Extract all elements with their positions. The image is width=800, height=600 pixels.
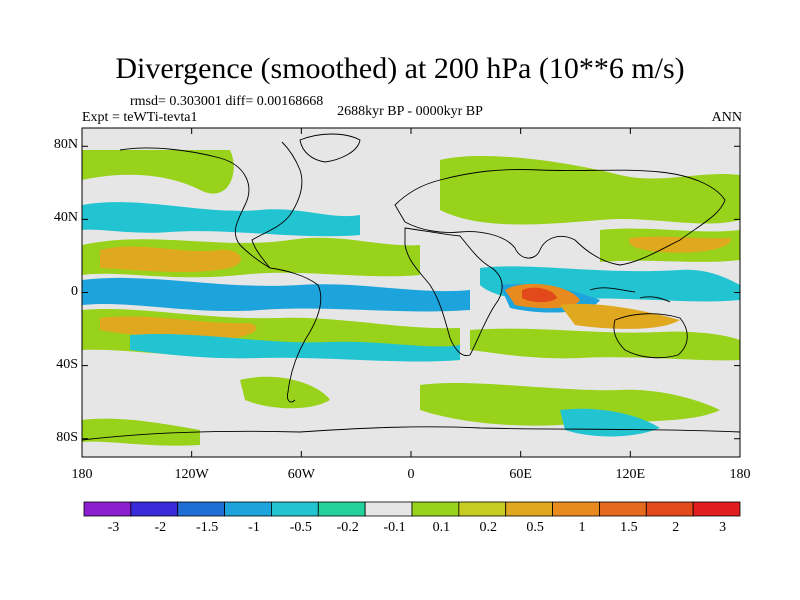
- colorbar-swatch: [177, 501, 225, 517]
- colorbar-label: 3: [719, 520, 727, 535]
- lat-tick-label: 80N: [53, 137, 78, 153]
- coastline-north-america: [119, 141, 303, 269]
- lat-tick-label: 40N: [53, 210, 78, 226]
- coastline-indonesia: [589, 287, 671, 303]
- colorbar-label: -3: [107, 520, 120, 535]
- lon-tick-label: 120E: [615, 467, 646, 482]
- contour-region: [82, 277, 470, 312]
- lon-tick-label: 0: [407, 467, 415, 482]
- lon-tick-label: 120W: [174, 467, 209, 482]
- coastline-greenland: [299, 133, 361, 163]
- coastlines: [82, 133, 740, 441]
- axis-ticks: [81, 128, 741, 457]
- stats-line: rmsd= 0.303001 diff= 0.00168668: [130, 94, 324, 109]
- coastline-australia: [613, 313, 688, 359]
- contour-region: [420, 383, 720, 426]
- coastline-europe-asia: [394, 169, 726, 266]
- contour-region: [240, 376, 330, 409]
- colorbar-swatch: [505, 501, 553, 517]
- contour-region: [82, 418, 200, 446]
- lat-tick-label: 80S: [56, 429, 78, 445]
- colorbar-swatch: [364, 501, 413, 517]
- colorbar-swatch: [599, 501, 647, 517]
- colorbar-label: 0.2: [479, 520, 498, 535]
- colorbar-label: 0.5: [526, 520, 544, 535]
- lat-tick-label: 0: [71, 283, 78, 299]
- colorbar-swatch: [645, 501, 694, 517]
- colorbar: [83, 501, 741, 517]
- coastline-antarctica: [82, 426, 740, 441]
- contour-region: [130, 333, 460, 362]
- colorbar-label: -1.5: [196, 520, 219, 535]
- colorbar-label: -2: [154, 520, 167, 535]
- chart-title: Divergence (smoothed) at 200 hPa (10**6 …: [115, 52, 685, 85]
- colorbar-swatch: [411, 501, 460, 517]
- colorbar-label: 0.1: [432, 520, 451, 535]
- experiment-line: Expt = teWTi-tevta1: [82, 110, 198, 125]
- colorbar-label: 2: [672, 520, 680, 535]
- contour-region: [100, 246, 241, 273]
- lon-tick-label: 60W: [287, 467, 315, 482]
- colorbar-swatch: [552, 501, 600, 517]
- contour-region: [470, 328, 740, 361]
- colorbar-label: 1: [578, 520, 586, 535]
- colorbar-swatch: [130, 501, 179, 517]
- lon-tick-label: 60E: [509, 467, 532, 482]
- colorbar-swatch: [692, 501, 741, 517]
- coastline-africa: [404, 227, 503, 357]
- colorbar-label: -0.5: [289, 520, 312, 535]
- colorbar-label: -0.1: [383, 520, 406, 535]
- colorbar-swatch: [224, 501, 272, 517]
- colorbar-swatch: [317, 501, 366, 517]
- colorbar-label: -0.2: [336, 520, 359, 535]
- period-line: 2688kyr BP - 0000kyr BP: [337, 104, 483, 119]
- contour-region: [560, 303, 680, 329]
- colorbar-swatch: [271, 501, 319, 517]
- colorbar-swatch: [83, 501, 132, 517]
- lon-tick-label: 180: [71, 467, 93, 482]
- colorbar-label: -1: [248, 520, 260, 535]
- lon-tick-label: 180: [729, 467, 751, 482]
- contour-region: [82, 150, 234, 194]
- colorbar-swatch: [458, 501, 507, 517]
- colorbar-label: 1.5: [620, 520, 638, 535]
- lat-tick-label: 40S: [56, 356, 78, 372]
- contour-region: [100, 316, 257, 341]
- contour-region: [440, 155, 740, 225]
- coastline-south-america: [269, 267, 322, 403]
- season-line: ANN: [711, 110, 742, 125]
- contour-region: [522, 287, 557, 303]
- contour-region: [629, 236, 731, 253]
- contour-field: [82, 150, 740, 446]
- contour-region: [82, 202, 360, 237]
